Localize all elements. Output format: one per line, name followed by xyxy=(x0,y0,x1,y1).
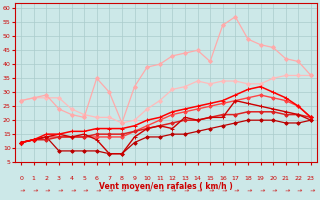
Text: ↗: ↗ xyxy=(244,187,251,194)
Text: ↗: ↗ xyxy=(93,187,100,194)
Text: ↗: ↗ xyxy=(282,187,289,194)
Text: ↗: ↗ xyxy=(295,187,302,194)
Text: ↗: ↗ xyxy=(43,187,50,194)
Text: ↗: ↗ xyxy=(106,187,113,194)
Text: ↗: ↗ xyxy=(257,187,264,194)
Text: ↗: ↗ xyxy=(169,187,176,194)
Text: ↗: ↗ xyxy=(55,187,62,194)
Text: ↗: ↗ xyxy=(81,187,88,194)
Text: ↗: ↗ xyxy=(232,187,239,194)
Text: ↗: ↗ xyxy=(18,187,25,194)
Text: ↗: ↗ xyxy=(181,187,188,194)
Text: ↗: ↗ xyxy=(68,187,75,194)
Text: ↗: ↗ xyxy=(194,187,201,194)
Text: ↗: ↗ xyxy=(219,187,226,194)
X-axis label: Vent moyen/en rafales ( km/h ): Vent moyen/en rafales ( km/h ) xyxy=(99,182,233,191)
Text: ↗: ↗ xyxy=(144,187,150,194)
Text: ↗: ↗ xyxy=(308,187,314,194)
Text: ↗: ↗ xyxy=(207,187,213,194)
Text: ↗: ↗ xyxy=(270,187,276,194)
Text: ↗: ↗ xyxy=(156,187,163,194)
Text: ↗: ↗ xyxy=(30,187,37,194)
Text: ↗: ↗ xyxy=(131,187,138,194)
Text: ↗: ↗ xyxy=(118,187,125,194)
